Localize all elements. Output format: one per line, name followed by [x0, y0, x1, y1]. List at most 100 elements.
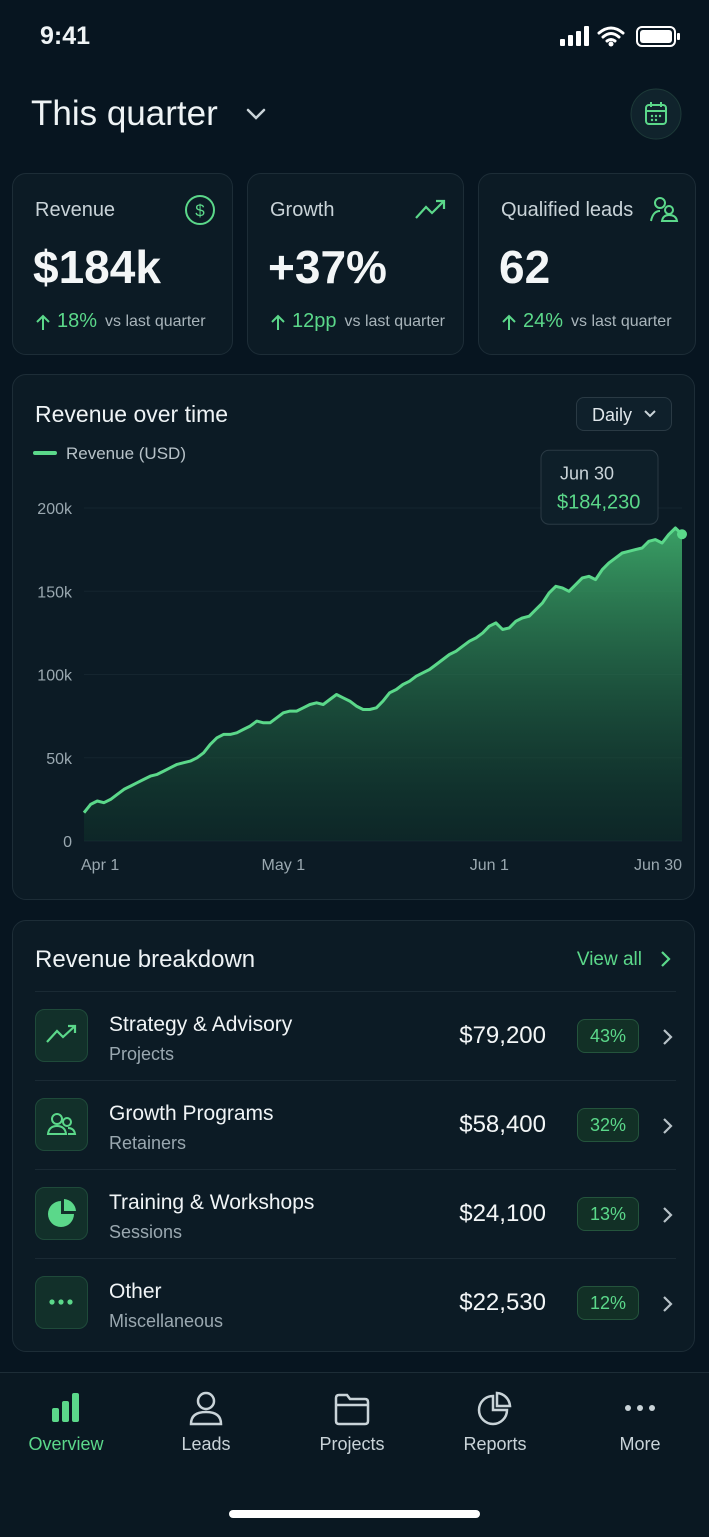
row-divider: [35, 1080, 676, 1081]
row-icon: [35, 1276, 88, 1329]
row-divider: [35, 1258, 676, 1259]
svg-text:$: $: [195, 201, 205, 220]
x-tick-label: Jun 1: [470, 857, 509, 874]
chevron-right: [661, 951, 671, 967]
kpi-icon: $: [185, 195, 215, 225]
kpi-icon: [415, 199, 446, 219]
change-label: vs last quarter: [105, 312, 206, 330]
row-sub: Sessions: [109, 1222, 183, 1242]
tab-label: Leads: [181, 1434, 231, 1454]
row-amount: $58,400: [459, 1111, 546, 1138]
calendar-button[interactable]: [630, 88, 682, 140]
breakdown-card: Revenue breakdown View all Strategy & Ad…: [12, 920, 695, 1352]
row-amount: $79,200: [459, 1022, 546, 1049]
tab-icon: [334, 1393, 370, 1426]
tab-label: Reports: [463, 1434, 527, 1454]
up-arrow: [502, 314, 516, 330]
dropdown-chevron[interactable]: [244, 104, 268, 124]
chevron-right: [663, 1207, 673, 1223]
breakdown-row[interactable]: Growth Programs Retainers $58,400 32%: [13, 1080, 696, 1169]
view-all-link[interactable]: View all: [576, 949, 642, 970]
x-tick-label: Jun 30: [634, 857, 682, 874]
kpi-card[interactable]: Revenue $ $184k 18% vs last quarter: [12, 173, 233, 355]
x-tick-label: May 1: [262, 857, 306, 874]
share-pill: 13%: [577, 1197, 639, 1231]
kpi-card[interactable]: Growth +37% 12pp vs last quarter: [247, 173, 464, 355]
change-value: 24%: [523, 310, 564, 332]
row-icon: [35, 1187, 88, 1240]
tab-bar: Overview Leads Projects Reports More: [0, 1372, 709, 1537]
kpi-change: 18% vs last quarter: [35, 310, 206, 333]
row-amount: $24,100: [459, 1200, 546, 1227]
breakdown-title: Revenue breakdown: [35, 946, 256, 973]
tab-item[interactable]: Leads: [136, 1373, 276, 1483]
tab-item[interactable]: Overview: [0, 1373, 136, 1483]
change-value: 18%: [57, 310, 98, 332]
row-name: Strategy & Advisory: [109, 1013, 293, 1036]
home-indicator: [229, 1510, 480, 1518]
breakdown-row[interactable]: Training & Workshops Sessions $24,100 13%: [13, 1169, 696, 1258]
status-icons: [560, 26, 680, 47]
tab-item[interactable]: Projects: [282, 1373, 422, 1483]
breakdown-row[interactable]: Other Miscellaneous $22,530 12%: [13, 1258, 696, 1347]
row-divider: [35, 1169, 676, 1170]
tab-icon: [189, 1391, 223, 1426]
tab-label: Projects: [319, 1434, 385, 1454]
y-tick-label: 0: [63, 834, 72, 851]
status-time: 9:41: [40, 22, 91, 50]
tab-item[interactable]: Reports: [425, 1373, 565, 1483]
share-pill: 32%: [577, 1108, 639, 1142]
tab-icon: [52, 1393, 79, 1422]
row-sub: Miscellaneous: [109, 1311, 224, 1331]
tab-label: More: [619, 1434, 661, 1454]
row-name: Other: [109, 1280, 162, 1303]
kpi-label: Qualified leads: [501, 199, 634, 221]
chart: 0 50k 100k 150k 200k Apr 1 May 1 Jun 1 Jun 30 Jun…: [33, 444, 687, 874]
y-tick-label: 100k: [37, 668, 73, 685]
kpi-card[interactable]: Qualified leads 62 24% vs last quarter: [478, 173, 696, 355]
area-fill: [84, 528, 682, 841]
chevron-right: [663, 1029, 673, 1045]
kpi-value: +37%: [268, 241, 387, 293]
tooltip-label: Jun 30: [560, 463, 614, 483]
up-arrow: [271, 314, 285, 330]
x-tick-label: Apr 1: [81, 857, 119, 874]
row-divider: [35, 991, 676, 992]
header-title[interactable]: This quarter: [31, 94, 218, 133]
kpi-label: Revenue: [35, 199, 116, 221]
tab-icon: [625, 1405, 655, 1411]
row-icon: [35, 1098, 88, 1151]
kpi-value: $184k: [33, 241, 161, 293]
tooltip-value: $184,230: [557, 491, 640, 513]
dropdown-chevron: [644, 410, 656, 418]
chart-card: 0 50k 100k 150k 200k Apr 1 May 1 Jun 1 Jun 30 Jun…: [12, 374, 695, 900]
kpi-label: Growth: [270, 199, 335, 221]
change-value: 12pp: [292, 310, 337, 332]
kpi-value: 62: [499, 241, 551, 293]
period-dropdown[interactable]: Daily: [576, 397, 672, 431]
up-arrow: [36, 314, 50, 330]
share-pill: 43%: [577, 1019, 639, 1053]
chart-title: Revenue over time: [35, 401, 229, 427]
breakdown-row[interactable]: Strategy & Advisory Projects $79,200 43%: [13, 991, 696, 1080]
row-icon: [35, 1009, 88, 1062]
chevron-right: [663, 1296, 673, 1312]
chevron-right: [663, 1118, 673, 1134]
y-tick-label: 50k: [46, 751, 73, 768]
kpi-change: 24% vs last quarter: [501, 310, 672, 333]
row-amount: $22,530: [459, 1289, 546, 1316]
tab-label: Overview: [28, 1434, 104, 1454]
row-name: Growth Programs: [109, 1102, 274, 1125]
change-label: vs last quarter: [571, 312, 672, 330]
area-line: [82, 526, 684, 814]
tab-icon: [477, 1391, 512, 1426]
row-sub: Retainers: [109, 1133, 187, 1153]
row-sub: Projects: [109, 1044, 175, 1064]
tab-item[interactable]: More: [570, 1373, 709, 1483]
share-pill: 12%: [577, 1286, 639, 1320]
legend-label: Revenue (USD): [66, 444, 186, 463]
row-name: Training & Workshops: [109, 1191, 315, 1214]
y-tick-label: 150k: [37, 584, 73, 601]
kpi-change: 12pp vs last quarter: [270, 310, 445, 333]
